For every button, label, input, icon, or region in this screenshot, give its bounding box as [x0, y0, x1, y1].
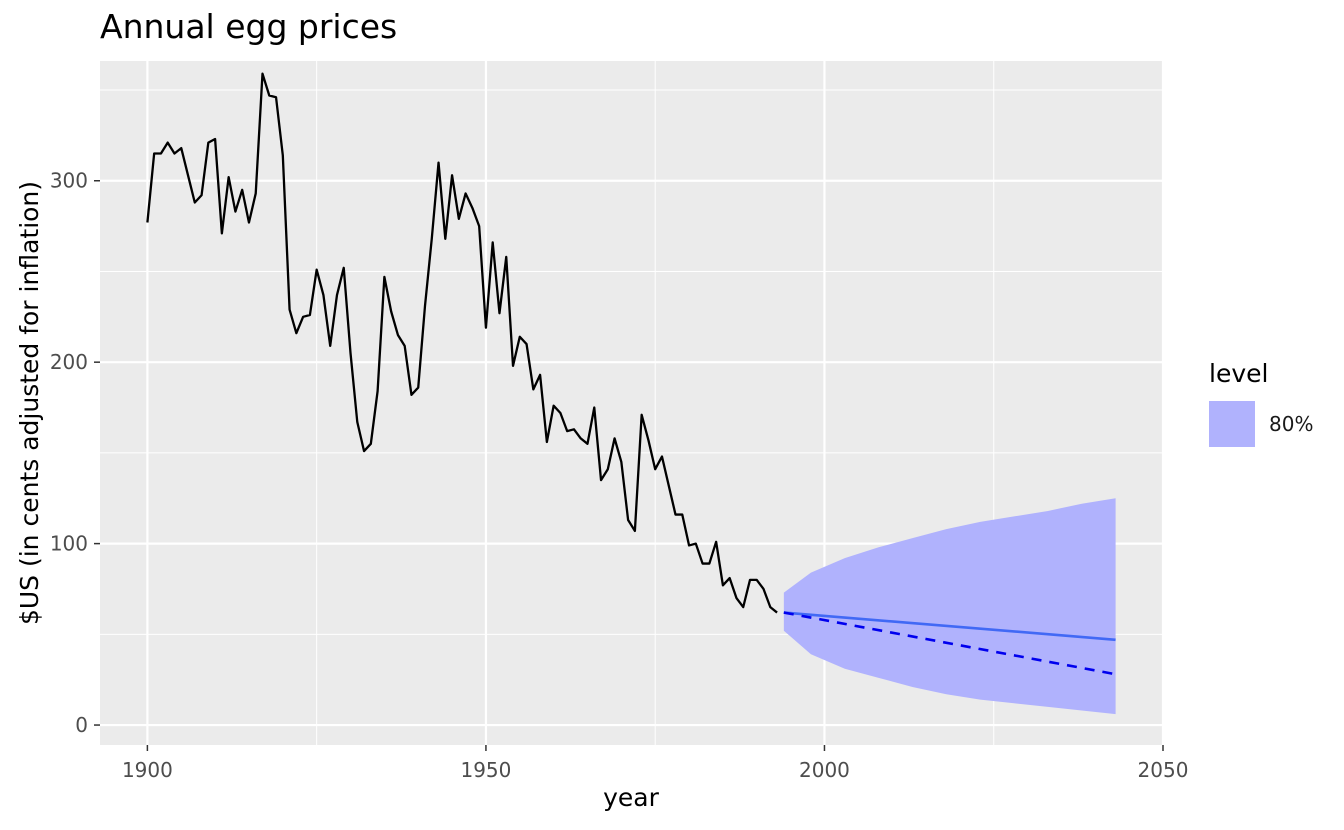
forecast-80-interval [783, 498, 1116, 715]
y-axis-title: $US (in cents adjusted for inflation) [15, 181, 44, 625]
x-axis-title: year [603, 783, 659, 812]
y-tick-label: 200 [50, 350, 88, 374]
x-tick-label: 2050 [1138, 758, 1189, 782]
chart-title: Annual egg prices [100, 7, 397, 46]
legend-key-80 [1209, 401, 1255, 447]
legend-label-80: 80% [1269, 412, 1313, 436]
y-tick-label: 300 [50, 169, 88, 193]
x-axis-ticks: 1900 1950 2000 2050 [122, 745, 1189, 782]
legend: level 80% [1209, 359, 1313, 447]
y-tick-label: 0 [75, 713, 88, 737]
minor-gridlines [100, 61, 1163, 745]
x-tick-label: 2000 [799, 758, 850, 782]
forecast-median-line [783, 611, 1116, 676]
y-tick-label: 100 [50, 532, 88, 556]
legend-title: level [1209, 359, 1268, 388]
x-tick-label: 1900 [122, 758, 173, 782]
forecast-mean-line [783, 611, 1116, 642]
y-axis-ticks: 0 100 200 300 [50, 169, 100, 737]
x-tick-label: 1950 [460, 758, 511, 782]
observed-price-line [146, 72, 778, 614]
